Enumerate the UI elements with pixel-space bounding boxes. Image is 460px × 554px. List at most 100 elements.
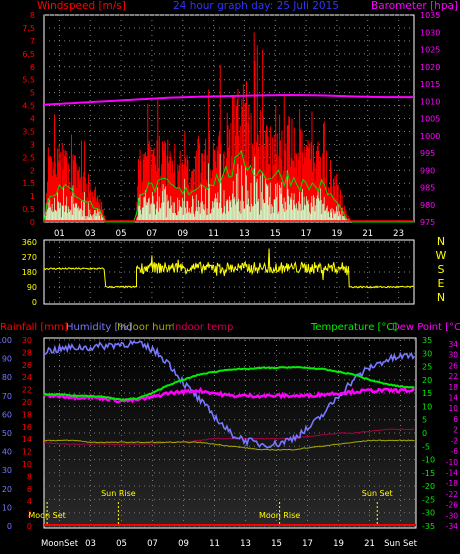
- wind-low-bar: [52, 212, 54, 222]
- barometer-title: Barometer [hpa]: [371, 0, 458, 12]
- wind-low-bar: [199, 213, 201, 222]
- hum-y-tick: 10: [2, 503, 12, 512]
- temp-x-tick: 19: [333, 539, 344, 549]
- wind-low-bar: [278, 211, 280, 222]
- wind-low-bar: [190, 213, 192, 222]
- wind-x-tick: 23: [393, 229, 404, 239]
- wind-gust-bar: [58, 145, 60, 222]
- wind-gust-bar: [314, 181, 316, 222]
- wind-low-bar: [155, 208, 157, 222]
- wind-gust-bar: [160, 175, 162, 222]
- temp-x-tick: 05: [116, 539, 127, 549]
- wind-low-bar: [96, 213, 98, 222]
- wind-low-bar: [162, 184, 164, 222]
- dew-y-tick: -26: [446, 501, 458, 510]
- wind-low-bar: [271, 204, 273, 222]
- wind-gust-bar: [235, 135, 237, 222]
- wind-gust-bar: [304, 157, 306, 222]
- hum-y-tick: 100: [0, 336, 12, 345]
- wind-low-bar: [333, 213, 335, 222]
- wind-low-bar: [343, 216, 345, 222]
- dir-y-tick: 270: [22, 253, 37, 262]
- wind-low-bar: [87, 216, 89, 222]
- wind-gust-bar: [62, 169, 64, 222]
- wind-low-bar: [321, 214, 323, 222]
- wind-low-bar: [265, 177, 267, 222]
- wind-gust-bar: [290, 157, 292, 222]
- wind-low-bar: [99, 211, 101, 222]
- wind-gust-bar: [70, 191, 72, 222]
- wind-low-bar: [198, 206, 200, 222]
- wind-x-tick: 03: [85, 229, 96, 239]
- wind-gust-bar: [239, 126, 241, 222]
- wind-gust-bar: [135, 217, 137, 222]
- wind-low-bar: [335, 213, 337, 222]
- wind-low-bar: [77, 208, 79, 222]
- wind-low-bar: [338, 216, 340, 222]
- wind-gust-bar: [340, 190, 341, 222]
- wind-low-bar: [46, 211, 48, 222]
- wind-low-bar: [192, 195, 193, 222]
- wind-gust-bar: [310, 142, 312, 222]
- wind-low-bar: [284, 211, 286, 222]
- wind-low-bar: [299, 203, 301, 222]
- wind-gust-bar: [171, 173, 173, 222]
- wind-low-bar: [322, 204, 324, 222]
- wind-low-bar: [201, 184, 203, 222]
- wind-low-bar: [272, 212, 274, 222]
- wind-gust-bar: [178, 165, 180, 222]
- wind-low-bar: [183, 200, 185, 222]
- rain-y-tick: 12: [22, 448, 32, 457]
- dir-y-tick: 90: [27, 283, 37, 292]
- temp-y-tick: 5: [422, 416, 427, 425]
- wind-gust-bar: [249, 166, 251, 222]
- wind-low-bar: [175, 215, 177, 222]
- wind-gust-bar: [90, 191, 92, 222]
- wind-low-bar: [328, 211, 330, 222]
- wind-low-bar: [165, 217, 167, 222]
- wind-low-bar: [81, 216, 83, 222]
- wind-gust-bar: [161, 141, 163, 222]
- wind-gust-bar: [329, 195, 331, 222]
- dew-y-tick: -2: [451, 436, 459, 445]
- dew-y-tick: -34: [446, 522, 458, 531]
- wind-average-line: [43, 149, 414, 223]
- wind-gust-bar: [245, 81, 247, 223]
- wind-gust-bar: [205, 138, 207, 222]
- wind-low-bar: [325, 210, 327, 222]
- wind-gust-bar: [172, 173, 174, 222]
- humidity-line: [43, 339, 416, 449]
- wind-low-bar: [50, 207, 52, 222]
- wind-gust-bar: [233, 163, 235, 222]
- wind-low-bar: [264, 202, 266, 222]
- wind-low-bar: [228, 211, 230, 222]
- wind-low-bar: [64, 212, 66, 222]
- wind-y-tick: 8: [30, 11, 35, 20]
- wind-gust-bar: [177, 164, 179, 222]
- dew-y-tick: 34: [448, 340, 458, 349]
- wind-low-bar: [240, 213, 242, 222]
- wind-gust-bar: [241, 99, 243, 222]
- baro-y-tick: 975: [420, 218, 435, 227]
- wind-gust-bar: [148, 140, 150, 222]
- event-label: Moon Set: [28, 511, 65, 520]
- wind-low-bar: [143, 197, 145, 222]
- wind-gust-bar: [67, 163, 69, 222]
- wind-low-bar: [319, 188, 321, 222]
- wind-gust-bar: [309, 159, 311, 222]
- wind-low-bar: [256, 178, 258, 222]
- wind-gust-bar: [78, 166, 80, 222]
- wind-low-bar: [221, 208, 223, 222]
- hum-y-tick: 50: [2, 429, 12, 438]
- rain-y-tick: 28: [22, 348, 32, 357]
- wind-gust-bar: [222, 174, 224, 222]
- wind-gust-bar: [216, 146, 218, 222]
- wind-low-bar: [229, 196, 230, 222]
- wind-gust-bar: [64, 155, 66, 222]
- wind-low-bar: [158, 211, 160, 222]
- wind-low-bar: [277, 213, 279, 222]
- wind-gust-bar: [333, 178, 335, 222]
- wind-gust-bar: [248, 104, 250, 222]
- wind-gust-bar: [50, 155, 52, 222]
- wind-gust-bar: [293, 127, 295, 222]
